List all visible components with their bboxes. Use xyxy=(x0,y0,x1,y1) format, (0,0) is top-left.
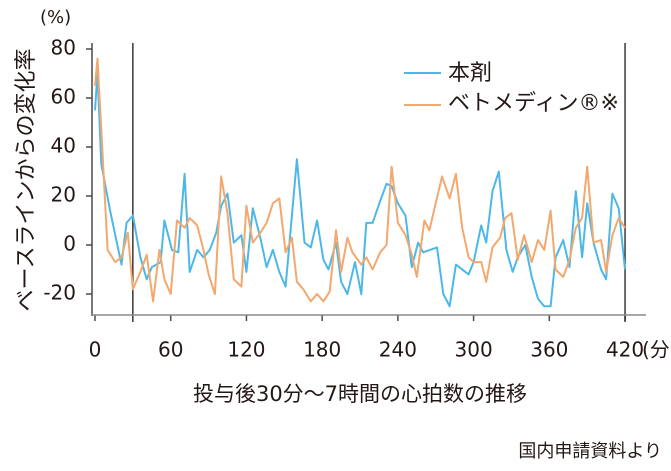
source-note: 国内申請資料より xyxy=(518,441,662,462)
series-line-0 xyxy=(94,72,626,308)
series-group xyxy=(94,57,626,308)
y-tick-label: 80 xyxy=(51,36,76,60)
x-tick-label: 120 xyxy=(227,338,265,362)
y-tick-label: 0 xyxy=(63,232,76,256)
x-tick-label: 300 xyxy=(455,338,493,362)
x-axis-unit: (分) xyxy=(642,338,671,362)
series-line-1 xyxy=(94,57,626,303)
x-ticks: 0 60 120 180 240 300 360 420 xyxy=(89,315,644,362)
y-tick-label: 60 xyxy=(51,85,76,109)
y-tick-label: -20 xyxy=(43,281,76,305)
x-tick-label: 240 xyxy=(379,338,417,362)
legend-label-ベトメディン: ベトメディン®※ xyxy=(448,91,619,116)
reference-lines xyxy=(132,43,626,322)
legend-label-本剤: 本剤 xyxy=(448,61,492,86)
x-tick-label: 60 xyxy=(158,338,183,362)
x-tick-label: 420 xyxy=(606,338,644,362)
x-axis-title: 投与後30分〜7時間の心拍数の推移 xyxy=(193,382,527,406)
legend: 本剤 ベトメディン®※ xyxy=(404,61,619,116)
y-ticks: -20 0 20 40 60 80 xyxy=(43,36,92,305)
y-axis-unit: (%) xyxy=(40,7,71,28)
x-tick-label: 360 xyxy=(530,338,568,362)
y-axis-title: ベースラインからの変化率 xyxy=(14,49,39,312)
y-tick-label: 40 xyxy=(51,134,76,158)
x-tick-label: 0 xyxy=(89,338,102,362)
y-tick-label: 20 xyxy=(51,183,76,207)
x-tick-label: 180 xyxy=(303,338,341,362)
